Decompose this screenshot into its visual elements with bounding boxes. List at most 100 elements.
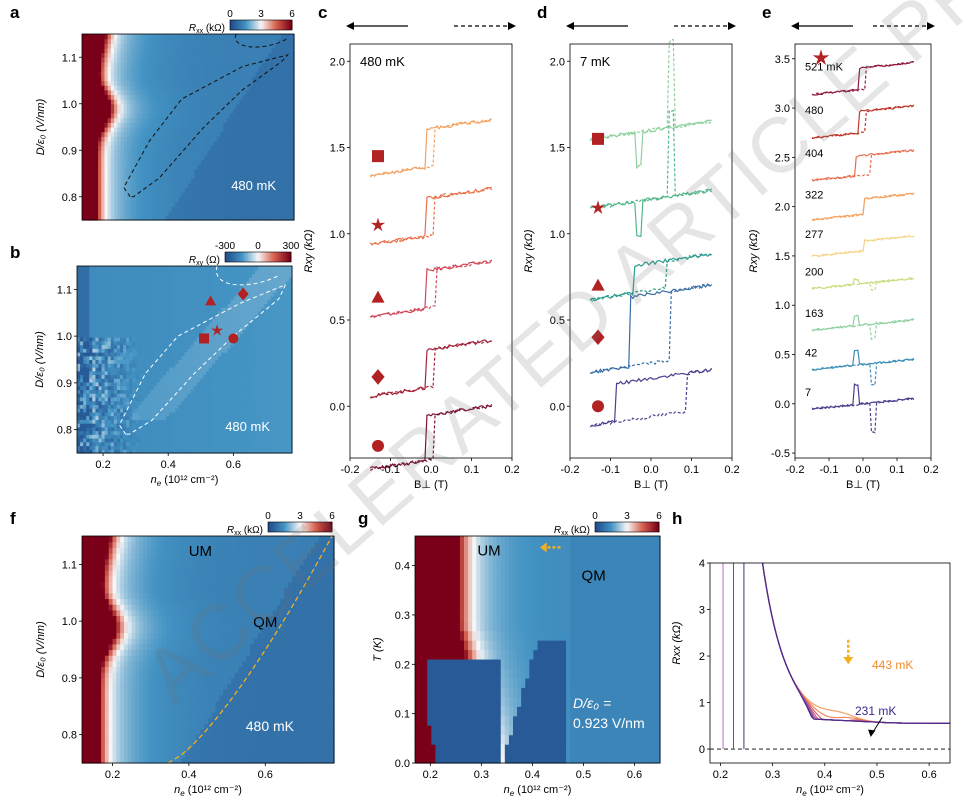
heatmap-cell — [194, 187, 199, 193]
heatmap-cell — [265, 192, 269, 198]
heatmap-cell — [197, 150, 202, 156]
heatmap-cell — [194, 168, 199, 175]
heatmap-cell — [123, 52, 128, 58]
heatmap-cell — [95, 337, 100, 342]
heatmap-cell — [171, 38, 176, 44]
heatmap-cell — [171, 164, 176, 170]
colorbar-cell — [250, 20, 253, 30]
heatmap-cell — [290, 71, 295, 77]
heatmap-cell — [104, 38, 109, 44]
heatmap-cell — [290, 201, 295, 207]
heatmap-cell — [159, 154, 163, 161]
heatmap-cell — [229, 206, 234, 212]
heatmap-cell — [213, 34, 218, 40]
heatmap-cell — [242, 61, 247, 68]
heatmap-cell — [216, 164, 221, 170]
heatmap-cell — [271, 108, 276, 114]
heatmap-cell — [236, 117, 240, 123]
heatmap-cell — [117, 159, 122, 165]
heatmap-cell — [216, 187, 221, 193]
heatmap-cell — [91, 187, 96, 193]
heatmap-cell — [184, 66, 189, 72]
heatmap-cell — [159, 210, 163, 216]
heatmap-cell — [290, 122, 295, 128]
heatmap-cell — [139, 75, 144, 82]
heatmap-cell — [94, 103, 99, 109]
heatmap-cell — [136, 145, 141, 151]
heatmap-cell — [123, 99, 128, 105]
colorbar-cell — [247, 20, 250, 30]
heatmap-cell — [162, 80, 167, 86]
heatmap-cell — [159, 182, 163, 189]
heatmap-cell — [220, 145, 224, 151]
heatmap-cell — [77, 438, 81, 443]
heatmap-cell — [258, 192, 263, 198]
heatmap-cell — [155, 164, 160, 170]
heatmap-cell — [133, 113, 138, 119]
heatmap-cell — [277, 61, 282, 68]
heatmap-cell — [146, 192, 151, 198]
heatmap-cell — [92, 355, 97, 361]
heatmap-cell — [281, 150, 285, 156]
heatmap-cell — [188, 154, 192, 161]
heatmap-cell — [98, 38, 102, 44]
heatmap-cell — [271, 178, 276, 184]
heatmap-cell — [146, 34, 151, 40]
heatmap-cell — [162, 215, 167, 221]
heatmap-cell — [168, 150, 173, 156]
heatmap-cell — [197, 75, 202, 82]
heatmap-cell — [210, 94, 215, 100]
heatmap-cell — [120, 206, 125, 212]
heatmap-cell — [88, 187, 93, 193]
heatmap-cell — [83, 266, 87, 271]
heatmap-cell — [213, 127, 218, 133]
heatmap-cell — [120, 131, 125, 137]
heatmap-cell — [220, 99, 224, 105]
heatmap-cell — [92, 434, 97, 439]
heatmap-cell — [80, 393, 84, 398]
heatmap-cell — [255, 164, 260, 170]
heatmap-cell — [155, 108, 160, 114]
heatmap-cell — [261, 145, 266, 151]
heatmap-cell — [117, 71, 122, 77]
heatmap-cell — [258, 136, 263, 142]
heatmap-cell — [184, 178, 189, 184]
heatmap-cell — [95, 363, 100, 368]
heatmap-cell — [232, 94, 237, 100]
heatmap-cell — [86, 333, 90, 338]
heatmap-cell — [104, 103, 109, 109]
heatmap-cell — [83, 381, 87, 387]
heatmap-cell — [245, 38, 250, 44]
heatmap-cell — [130, 94, 134, 100]
heatmap-cell — [95, 325, 100, 331]
heatmap-cell — [98, 325, 103, 331]
heatmap-cell — [152, 122, 157, 128]
heatmap-cell — [143, 145, 147, 151]
heatmap-cell — [194, 61, 199, 68]
heatmap-cell — [223, 61, 228, 68]
heatmap-cell — [255, 210, 260, 216]
heatmap-cell — [165, 154, 170, 161]
heatmap-cell — [88, 210, 93, 216]
heatmap-cell — [86, 415, 90, 420]
heatmap-cell — [104, 94, 109, 100]
heatmap-cell — [249, 127, 253, 133]
heatmap-cell — [95, 269, 100, 275]
heatmap-cell — [117, 215, 122, 221]
heatmap-cell — [162, 34, 167, 40]
heatmap-cell — [255, 140, 260, 147]
heatmap-cell — [159, 192, 163, 198]
heatmap-cell — [242, 187, 247, 193]
heatmap-cell — [197, 154, 202, 161]
heatmap-cell — [261, 99, 266, 105]
heatmap-cell — [249, 52, 253, 58]
heatmap-cell — [236, 71, 240, 77]
heatmap-cell — [98, 314, 103, 319]
heatmap-cell — [152, 85, 157, 91]
heatmap-cell — [197, 145, 202, 151]
heatmap-cell — [242, 122, 247, 128]
heatmap-cell — [114, 61, 118, 68]
heatmap-cell — [236, 140, 240, 147]
heatmap-cell — [200, 127, 205, 133]
heatmap-cell — [194, 210, 199, 216]
